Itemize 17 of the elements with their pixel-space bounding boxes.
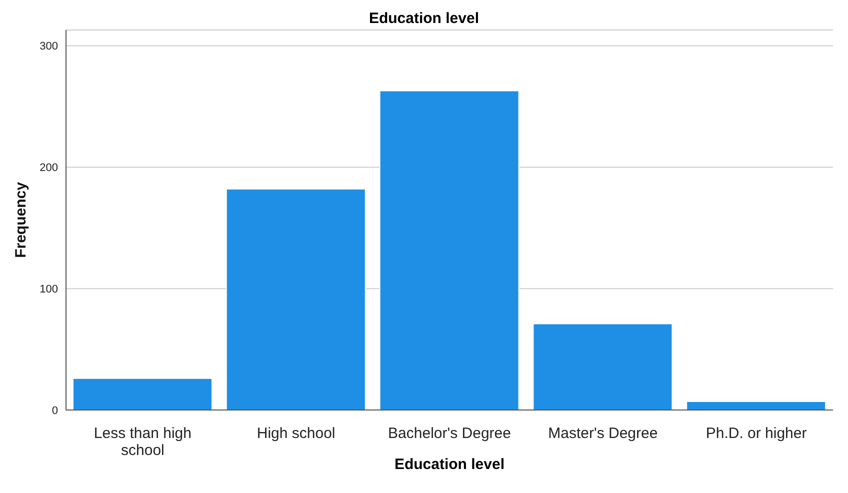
bar: [532, 323, 673, 410]
chart-title: Education level: [368, 10, 480, 27]
bar: [72, 378, 212, 410]
bar: [226, 188, 366, 410]
y-tick-label: 300: [40, 40, 58, 53]
x-tick-label: Less than high school: [94, 425, 192, 459]
x-tick-label: Ph.D. or higher: [706, 425, 807, 442]
y-tick-label: 0: [52, 404, 58, 417]
x-axis-title: Education level: [394, 456, 505, 473]
y-axis-title: Frequency: [12, 181, 30, 258]
bar: [686, 401, 826, 410]
y-tick-label: 200: [40, 162, 58, 174]
x-tick-label: Master's Degree: [548, 425, 658, 442]
x-tick-label: High school: [256, 425, 336, 442]
y-tick-label: 100: [40, 284, 58, 296]
bar: [379, 90, 520, 410]
x-tick-label: Bachelor's Degree: [388, 425, 511, 442]
